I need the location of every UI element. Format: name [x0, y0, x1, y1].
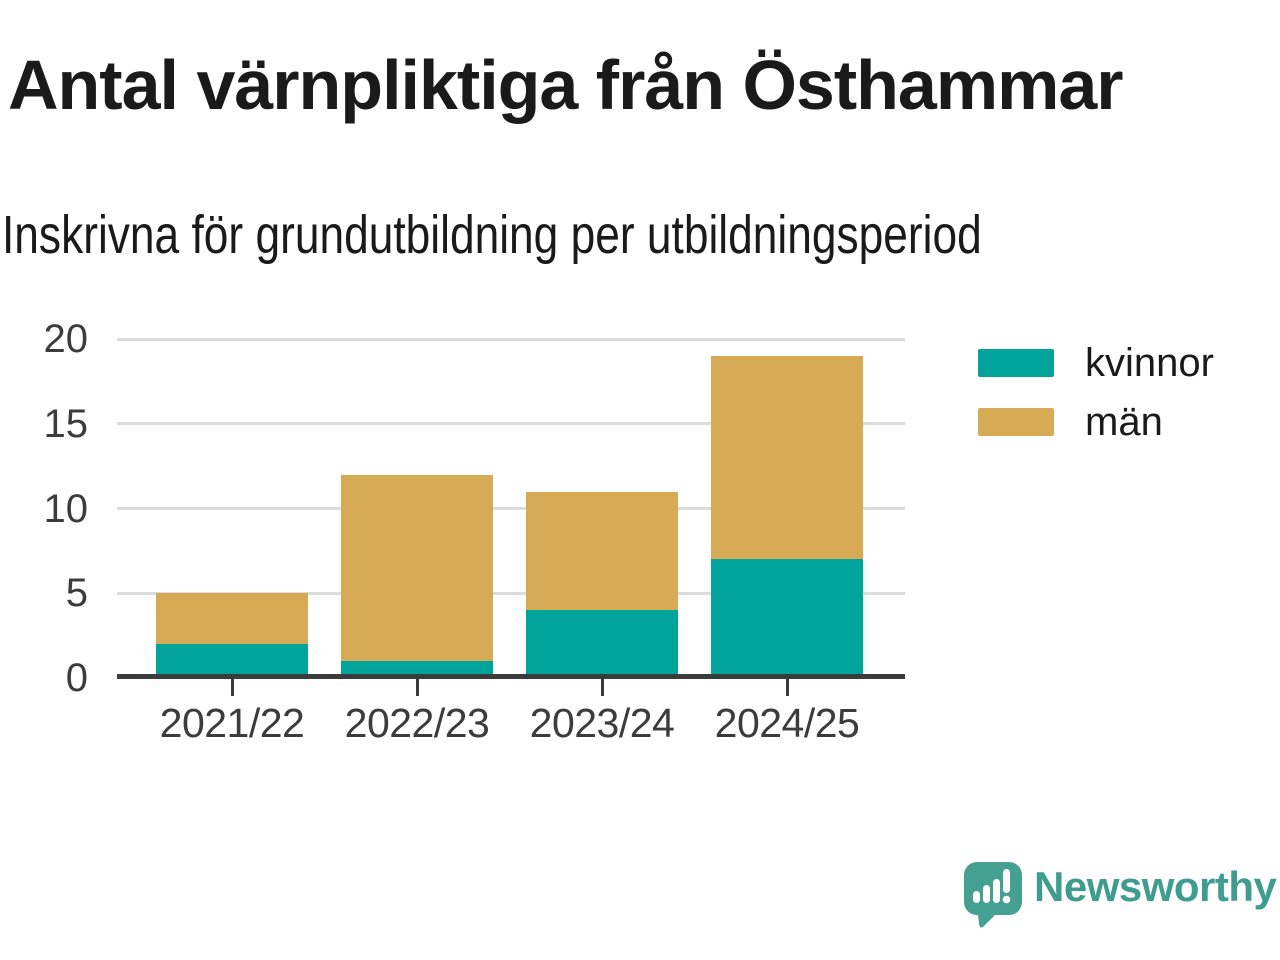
legend-item-kvinnor: kvinnor	[978, 341, 1214, 385]
legend-label-kvinnor: kvinnor	[1085, 341, 1214, 385]
gridline-10	[117, 507, 905, 510]
bar-segment-män-2024/25	[711, 355, 863, 560]
gridline-5	[117, 591, 905, 595]
x-axis-tick-2024/25	[785, 679, 789, 696]
bar-segment-kvinnor-2023/24	[526, 610, 678, 678]
x-tick-label-2021/22: 2021/22	[159, 700, 305, 746]
x-tick-label-2024/25: 2024/25	[714, 700, 860, 746]
chart-subtitle: Inskrivna för grundutbildning per utbild…	[2, 205, 982, 265]
x-axis-tick-2021/22	[230, 679, 234, 696]
bar-segment-kvinnor-2024/25	[711, 559, 863, 678]
y-tick-label-0: 0	[65, 656, 88, 700]
bar-segment-kvinnor-2022/23	[341, 661, 493, 678]
newsworthy-logo-icon	[964, 862, 1022, 928]
legend: kvinnor män	[978, 341, 1214, 467]
x-axis-tick-2022/23	[415, 679, 419, 696]
x-axis-line	[117, 674, 905, 679]
legend-swatch-kvinnor	[978, 349, 1054, 377]
bar-segment-män-2023/24	[526, 491, 678, 611]
legend-swatch-man	[978, 408, 1054, 436]
x-tick-label-2023/24: 2023/24	[529, 700, 675, 746]
gridline-15	[117, 422, 905, 426]
bar-segment-män-2021/22	[156, 593, 308, 645]
y-tick-label-20: 20	[43, 317, 89, 361]
x-axis-tick-2023/24	[600, 679, 604, 696]
legend-label-man: män	[1085, 400, 1163, 444]
x-tick-label-2022/23: 2022/23	[344, 700, 490, 746]
gridline-20	[117, 337, 905, 341]
brand-footer: Newsworthy	[963, 860, 1277, 928]
y-tick-label-10: 10	[43, 486, 89, 531]
chart-title: Antal värnpliktiga från Östhammar	[8, 46, 1124, 124]
y-tick-label-5: 5	[65, 571, 88, 616]
y-tick-label-15: 15	[43, 401, 89, 446]
bar-segment-kvinnor-2021/22	[156, 644, 308, 678]
legend-item-man: män	[978, 400, 1214, 444]
bar-segment-män-2022/23	[341, 474, 493, 662]
brand-name: Newsworthy	[1034, 863, 1277, 910]
